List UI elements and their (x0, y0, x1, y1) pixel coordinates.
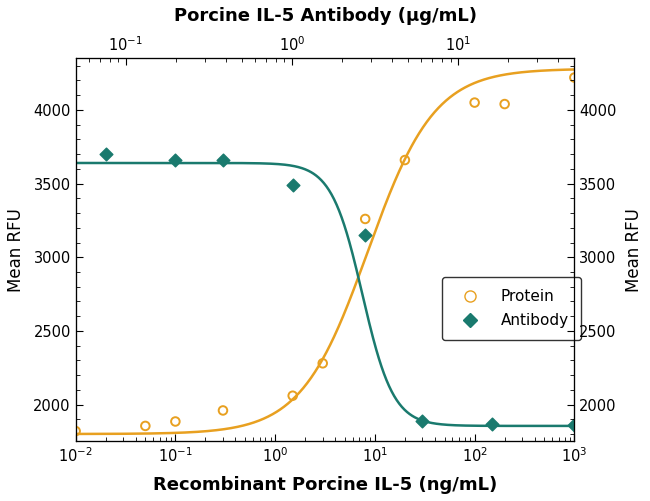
Point (360, 231, 370, 239)
Point (218, 406, 228, 414)
Y-axis label: Mean RFU: Mean RFU (7, 208, 25, 292)
Point (569, 421, 580, 429)
Y-axis label: Mean RFU: Mean RFU (625, 208, 643, 292)
Point (287, 181, 298, 189)
Point (170, 417, 181, 425)
Point (400, 156, 410, 164)
Point (101, 150, 111, 158)
Point (499, 100, 510, 108)
Point (569, 74, 580, 82)
Point (140, 422, 151, 430)
Point (218, 156, 228, 164)
Legend: Protein, Antibody: Protein, Antibody (443, 277, 580, 340)
Point (287, 392, 298, 400)
Point (317, 359, 328, 367)
X-axis label: Porcine IL-5 Antibody (μg/mL): Porcine IL-5 Antibody (μg/mL) (174, 7, 476, 25)
Point (360, 215, 370, 223)
Point (417, 417, 428, 425)
Point (487, 420, 497, 428)
Point (70, 427, 81, 435)
Point (170, 156, 181, 164)
Point (469, 99, 480, 107)
X-axis label: Recombinant Porcine IL-5 (ng/mL): Recombinant Porcine IL-5 (ng/mL) (153, 476, 497, 494)
